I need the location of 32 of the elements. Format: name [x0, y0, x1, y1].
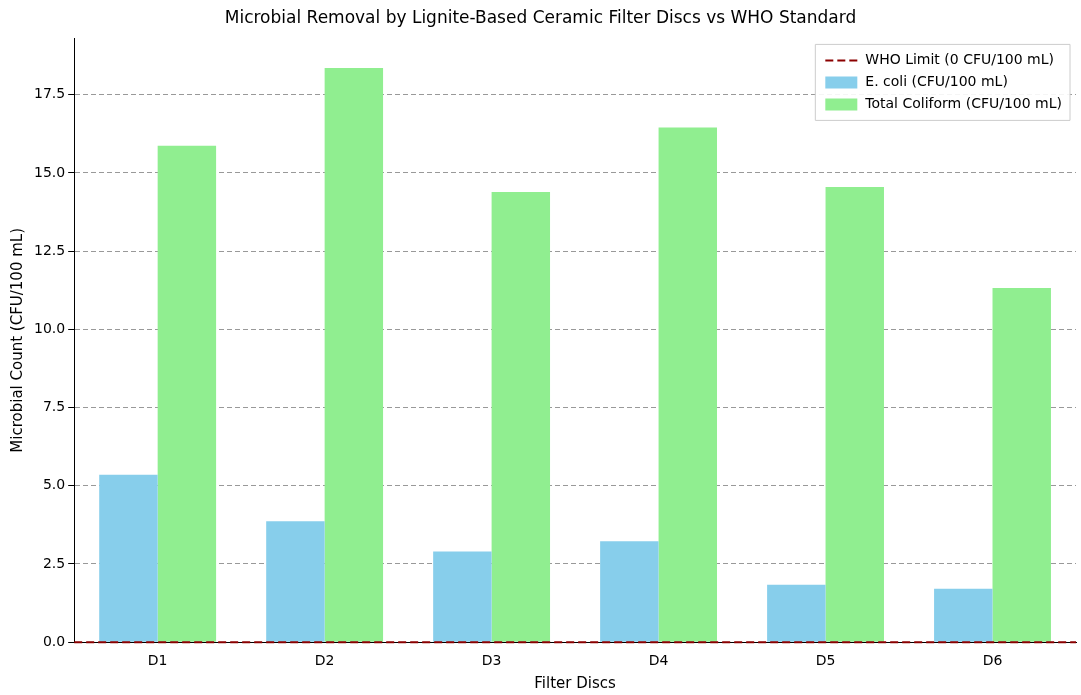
bar [992, 288, 1051, 642]
x-tick-label: D6 [982, 652, 1003, 669]
x-tick-label: D1 [147, 652, 168, 669]
bar [266, 521, 325, 642]
legend-label: WHO Limit (0 CFU/100 mL) [865, 51, 1054, 68]
y-tick-label: 12.5 [34, 241, 66, 258]
bar [491, 192, 551, 642]
legend-label: Total Coliform (CFU/100 mL) [864, 95, 1062, 112]
bar [433, 551, 492, 642]
bar [324, 68, 384, 642]
bar [157, 145, 217, 642]
y-tick-label: 10.0 [34, 319, 66, 336]
bar [934, 588, 993, 642]
x-axis-title: Filter Discs [534, 673, 617, 692]
y-tick-label: 17.5 [34, 85, 66, 102]
x-tick-label: D3 [481, 652, 502, 669]
bar [658, 127, 718, 642]
bar [99, 474, 158, 642]
y-axis-title: Microbial Count (CFU/100 mL) [7, 227, 26, 453]
y-tick-label: 5.0 [42, 476, 66, 493]
bar [600, 541, 659, 642]
y-tick-label: 15.0 [34, 163, 66, 180]
x-tick-label: D5 [815, 652, 836, 669]
y-tick-label: 0.0 [42, 632, 66, 649]
x-tick-label: D2 [314, 652, 335, 669]
x-tick-label: D4 [648, 652, 669, 669]
bar [825, 187, 884, 642]
chart-title: Microbial Removal by Lignite-Based Ceramic Filter Discs vs WHO Standard [224, 6, 857, 27]
y-tick-label: 2.5 [42, 554, 66, 571]
y-tick-label: 7.5 [42, 398, 66, 415]
bar [767, 584, 826, 642]
legend-label: E. coli (CFU/100 mL) [865, 73, 1008, 90]
